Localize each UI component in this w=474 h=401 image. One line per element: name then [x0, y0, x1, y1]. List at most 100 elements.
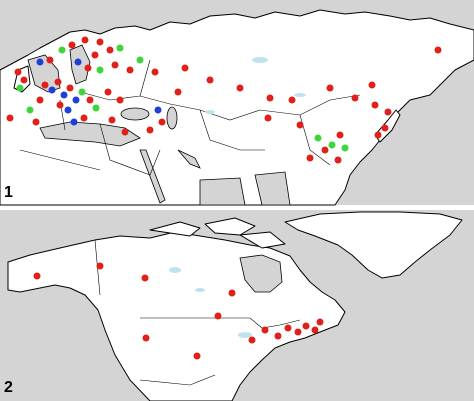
site-dot [84, 64, 92, 72]
site-dot [92, 104, 100, 112]
site-dot [72, 96, 80, 104]
site-dot [206, 76, 214, 84]
site-dot [68, 41, 76, 49]
site-dot [74, 58, 82, 66]
site-dot [266, 94, 274, 102]
site-dot [16, 84, 24, 92]
site-dot [381, 124, 389, 132]
site-dot [434, 46, 442, 54]
site-dot [78, 88, 86, 96]
site-dot [336, 131, 344, 139]
borders [19, 59, 361, 176]
site-dot [261, 326, 269, 334]
site-dot [96, 262, 104, 270]
site-dot [181, 64, 189, 72]
site-dot [302, 322, 310, 330]
lake [252, 57, 268, 63]
panel-label: 2 [4, 379, 13, 396]
site-dot [158, 118, 166, 126]
site-dot [136, 56, 144, 64]
site-dot [146, 126, 154, 134]
site-dot [264, 114, 272, 122]
site-dot [311, 326, 319, 334]
site-dot [41, 81, 49, 89]
site-dot [351, 94, 359, 102]
site-dots [33, 262, 324, 360]
panel-label: 1 [4, 184, 13, 201]
site-dot [294, 328, 302, 336]
site-dot [86, 96, 94, 104]
site-dot [371, 101, 379, 109]
eurasia-land [0, 9, 474, 206]
panel-eurasia: 1 [0, 0, 474, 206]
black-sea [120, 107, 150, 121]
site-dot [80, 114, 88, 122]
site-dot [54, 78, 62, 86]
site-dot [288, 96, 296, 104]
site-dot [236, 84, 244, 92]
site-dot [32, 118, 40, 126]
site-dot [70, 118, 78, 126]
site-dot [326, 84, 334, 92]
site-dot [116, 96, 124, 104]
site-dot [108, 116, 116, 124]
site-dot [142, 334, 150, 342]
site-dot [33, 272, 41, 280]
site-dot [58, 46, 66, 54]
site-dot [60, 91, 68, 99]
site-dot [274, 332, 282, 340]
site-dots [6, 36, 442, 164]
site-dot [66, 84, 74, 92]
site-dot [81, 36, 89, 44]
site-dot [214, 312, 222, 320]
site-dot [96, 66, 104, 74]
site-dot [106, 46, 114, 54]
site-dot [121, 128, 129, 136]
lake [238, 332, 252, 338]
site-dot [154, 106, 162, 114]
site-dot [384, 108, 392, 116]
site-dot [306, 154, 314, 162]
site-dot [174, 88, 182, 96]
site-dot [334, 156, 342, 164]
site-dot [56, 101, 64, 109]
site-dot [48, 86, 56, 94]
site-dot [26, 106, 34, 114]
site-dot [6, 114, 14, 122]
lake [169, 267, 181, 273]
hudson-bay [239, 254, 283, 293]
site-dot [111, 61, 119, 69]
site-dot [36, 58, 44, 66]
site-dot [126, 66, 134, 74]
north-sea [27, 54, 61, 93]
caspian-sea [166, 106, 178, 130]
bay-of-bengal [254, 171, 291, 206]
site-dot [151, 68, 159, 76]
red-sea [139, 149, 166, 204]
site-dot [368, 81, 376, 89]
site-dot [228, 289, 236, 297]
lake [195, 288, 205, 292]
site-dot [116, 44, 124, 52]
site-dot [314, 134, 322, 142]
site-dot [321, 146, 329, 154]
site-dot [104, 88, 112, 96]
site-dot [91, 51, 99, 59]
site-dot [341, 144, 349, 152]
site-dot [248, 336, 256, 344]
site-dot [46, 56, 54, 64]
site-dot [36, 96, 44, 104]
arabian-sea [199, 177, 246, 206]
lake [205, 110, 215, 114]
site-dot [141, 274, 149, 282]
site-dot [64, 106, 72, 114]
site-dot [296, 121, 304, 129]
lake [294, 93, 306, 97]
site-dot [328, 141, 336, 149]
site-dot [96, 38, 104, 46]
site-dot [193, 352, 201, 360]
persian-gulf [177, 149, 201, 169]
site-dot [14, 68, 22, 76]
